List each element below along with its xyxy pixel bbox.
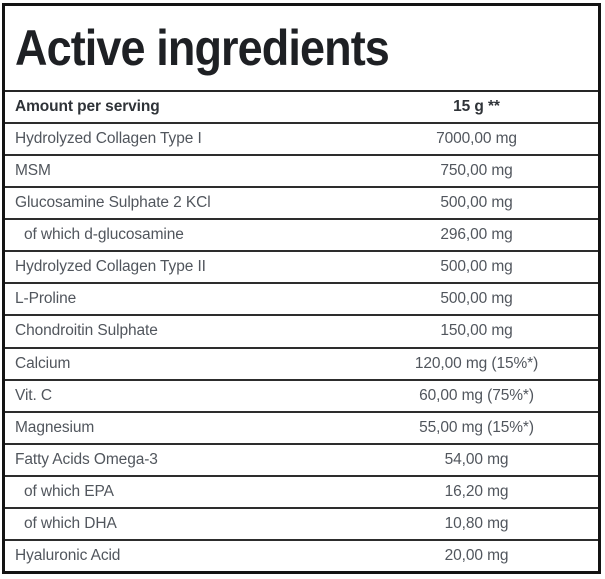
row-label: Magnesium bbox=[15, 418, 95, 436]
table-row: of which EPA 16,20 mg bbox=[5, 477, 598, 509]
row-value: 7000,00 mg bbox=[436, 130, 517, 148]
row-value: 55,00 mg (15%*) bbox=[419, 418, 534, 436]
row-value: 10,80 mg bbox=[444, 514, 509, 532]
row-label: Chondroitin Sulphate bbox=[15, 322, 158, 340]
row-label: L-Proline bbox=[15, 290, 77, 308]
row-value: 296,00 mg bbox=[440, 226, 513, 244]
table-row: of which DHA 10,80 mg bbox=[5, 509, 598, 541]
ingredients-table: Amount per serving 15 g ** Hydrolyzed Co… bbox=[5, 92, 598, 571]
panel-title-section: Active ingredients bbox=[5, 6, 598, 92]
page-title: Active ingredients bbox=[15, 20, 390, 76]
row-value: 500,00 mg bbox=[440, 194, 513, 212]
row-label: Hydrolyzed Collagen Type I bbox=[15, 130, 202, 148]
table-row: L-Proline 500,00 mg bbox=[5, 284, 598, 317]
row-value: 500,00 mg bbox=[440, 290, 513, 308]
row-value: 500,00 mg bbox=[440, 258, 513, 276]
row-label: of which d-glucosamine bbox=[24, 226, 184, 244]
row-label: of which EPA bbox=[24, 482, 114, 500]
table-row: Hyaluronic Acid 20,00 mg bbox=[5, 541, 598, 571]
row-label: MSM bbox=[15, 162, 51, 180]
row-label: of which DHA bbox=[24, 514, 117, 532]
header-label: Amount per serving bbox=[15, 98, 160, 116]
table-row: Chondroitin Sulphate 150,00 mg bbox=[5, 316, 598, 349]
row-label: Hydrolyzed Collagen Type II bbox=[15, 258, 206, 276]
table-row: Magnesium 55,00 mg (15%*) bbox=[5, 413, 598, 445]
table-row: Hydrolyzed Collagen Type II 500,00 mg bbox=[5, 252, 598, 285]
row-label: Vit. C bbox=[15, 386, 53, 404]
row-value: 54,00 mg bbox=[444, 450, 509, 468]
row-value: 120,00 mg (15%*) bbox=[414, 354, 539, 372]
table-row: of which d-glucosamine 296,00 mg bbox=[5, 220, 598, 253]
row-label: Hyaluronic Acid bbox=[15, 546, 121, 564]
table-row: Fatty Acids Omega-3 54,00 mg bbox=[5, 445, 598, 477]
table-row: Glucosamine Sulphate 2 KCl 500,00 mg bbox=[5, 188, 598, 221]
active-ingredients-panel: Active ingredients Amount per serving 15… bbox=[2, 3, 601, 574]
table-row: Calcium 120,00 mg (15%*) bbox=[5, 349, 598, 381]
row-value: 20,00 mg bbox=[444, 546, 509, 564]
row-value: 60,00 mg (75%*) bbox=[419, 386, 534, 404]
table-header-row: Amount per serving 15 g ** bbox=[5, 92, 598, 125]
table-row: MSM 750,00 mg bbox=[5, 156, 598, 189]
row-label: Glucosamine Sulphate 2 KCl bbox=[15, 194, 211, 212]
header-value: 15 g ** bbox=[453, 98, 500, 116]
table-row: Vit. C 60,00 mg (75%*) bbox=[5, 381, 598, 413]
row-value: 150,00 mg bbox=[440, 322, 513, 340]
table-row: Hydrolyzed Collagen Type I 7000,00 mg bbox=[5, 124, 598, 157]
row-value: 750,00 mg bbox=[440, 162, 513, 180]
row-label: Calcium bbox=[15, 354, 71, 372]
row-value: 16,20 mg bbox=[444, 482, 509, 500]
row-label: Fatty Acids Omega-3 bbox=[15, 450, 158, 468]
